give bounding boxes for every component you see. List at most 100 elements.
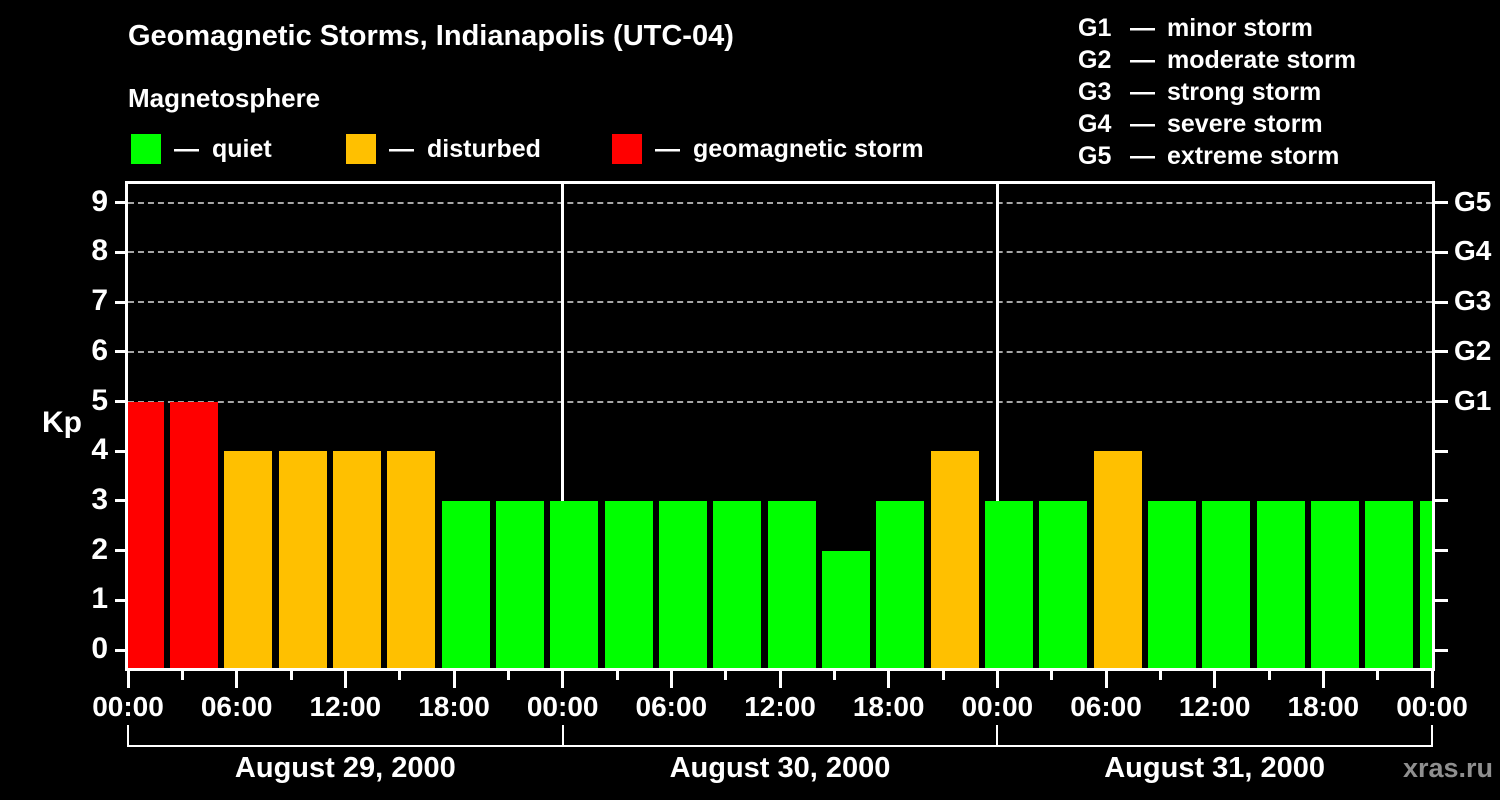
kp-bar [550, 500, 599, 668]
x-axis-label: 00:00 [92, 691, 164, 722]
g-legend-row-g1: G1 — minor storm [1078, 12, 1356, 44]
kp-bar [767, 500, 816, 668]
g-level-label-g2: G2 [1454, 334, 1492, 366]
x-axis-tick [126, 671, 130, 688]
g-legend-row-g2: G2 — moderate storm [1078, 44, 1356, 76]
x-axis-tick [1213, 671, 1217, 688]
x-axis-tick [235, 671, 239, 688]
date-bracket-line [128, 745, 1432, 747]
x-axis-tick [452, 671, 456, 688]
right-axis-tick [1435, 549, 1448, 553]
g-legend-row-g3: G3 — strong storm [1078, 76, 1356, 108]
x-axis-tick [506, 671, 510, 680]
kp-bar [658, 500, 707, 668]
legend-item-disturbed: — disturbed [346, 132, 541, 166]
x-axis-label: 18:00 [1287, 691, 1360, 722]
x-axis-label: 18:00 [852, 691, 925, 722]
kp-bar [821, 550, 870, 668]
kp-bar [1365, 500, 1414, 668]
x-axis-tick [180, 671, 184, 680]
right-axis-tick [1435, 250, 1448, 254]
kp-bar [278, 451, 327, 668]
right-axis-tick [1435, 350, 1448, 354]
kp-bar [1202, 500, 1251, 668]
date-label: August 31, 2000 [1104, 752, 1326, 784]
x-axis-tick [1321, 671, 1325, 688]
y-axis-label: 5 [91, 383, 108, 417]
quiet-color-swatch [131, 134, 161, 164]
legend-dash: — [174, 134, 199, 163]
magnetosphere-label: Magnetosphere [128, 83, 321, 113]
x-axis-tick [289, 671, 293, 680]
right-axis-tick [1435, 300, 1448, 304]
x-axis-label: 12:00 [1178, 691, 1251, 722]
date-bracket-tick [996, 725, 999, 747]
legend-item-storm: — geomagnetic storm [612, 132, 924, 166]
x-axis-tick [561, 671, 565, 688]
date-label: August 29, 2000 [234, 752, 456, 784]
y-axis-label: 8 [91, 234, 108, 268]
date-bracket-tick [127, 725, 129, 747]
right-axis-tick [1435, 400, 1448, 403]
gridline-kp9 [128, 201, 1432, 204]
kp-bar [169, 401, 218, 668]
g2-description: moderate storm [1167, 46, 1356, 74]
day-separator-line [561, 184, 565, 668]
x-axis-label: 06:00 [635, 691, 708, 722]
x-axis-label: 00:00 [526, 691, 599, 722]
right-axis-tick [1435, 449, 1448, 453]
gridline-kp8 [128, 251, 1432, 254]
legend-label-storm: geomagnetic storm [693, 134, 924, 163]
x-axis-tick [995, 671, 999, 688]
g5-code: G5 [1078, 142, 1112, 170]
x-axis-label: 12:00 [744, 691, 816, 722]
g-legend-row-g5: G5 — extreme storm [1078, 140, 1356, 172]
right-axis-tick [1435, 499, 1448, 503]
legend-dash: — [389, 134, 414, 163]
legend-label-quiet: quiet [212, 134, 272, 163]
g4-description: severe storm [1167, 110, 1323, 138]
kp-bar [930, 451, 979, 668]
g-legend-dash: — [1130, 78, 1155, 106]
date-bracket-tick [561, 725, 564, 747]
x-axis-tick [778, 671, 782, 688]
kp-bar [604, 500, 653, 668]
watermark: xras.ru [1402, 753, 1493, 783]
y-axis-label: 2 [91, 532, 108, 566]
x-axis-label: 06:00 [1070, 691, 1142, 722]
x-axis-tick [1158, 671, 1162, 680]
y-axis-label: 6 [91, 333, 108, 367]
x-axis-tick [1430, 671, 1434, 688]
legend-dash: — [655, 134, 680, 163]
kp-bar [984, 500, 1033, 668]
gridline-kp6 [128, 350, 1432, 353]
kp-bar [441, 500, 490, 668]
y-axis-label: 1 [91, 582, 108, 616]
g-legend-dash: — [1130, 142, 1155, 170]
y-axis-title: Kp [42, 406, 82, 440]
legend-label-disturbed: disturbed [427, 134, 541, 163]
x-axis-label: 00:00 [1396, 691, 1468, 722]
x-axis-tick [1267, 671, 1271, 680]
g1-description: minor storm [1167, 14, 1313, 42]
g3-code: G3 [1078, 78, 1112, 106]
x-axis-label: 00:00 [961, 691, 1034, 722]
legend-item-quiet: — quiet [131, 132, 272, 166]
x-axis-tick [887, 671, 891, 688]
g4-code: G4 [1078, 110, 1112, 138]
y-axis-label: 7 [91, 284, 108, 318]
x-axis-tick [398, 671, 402, 680]
right-axis-tick [1435, 201, 1448, 205]
g-legend-dash: — [1130, 46, 1155, 74]
kp-bar [1039, 500, 1088, 668]
day-separator-line [995, 184, 999, 668]
x-axis-tick [941, 671, 945, 680]
kp-bar [387, 451, 436, 668]
y-axis-label: 0 [91, 632, 108, 665]
x-axis-tick [832, 671, 836, 680]
storm-color-swatch [612, 134, 642, 164]
date-label: August 30, 2000 [669, 752, 891, 784]
g1-code: G1 [1078, 14, 1112, 42]
x-axis-tick [615, 671, 619, 680]
